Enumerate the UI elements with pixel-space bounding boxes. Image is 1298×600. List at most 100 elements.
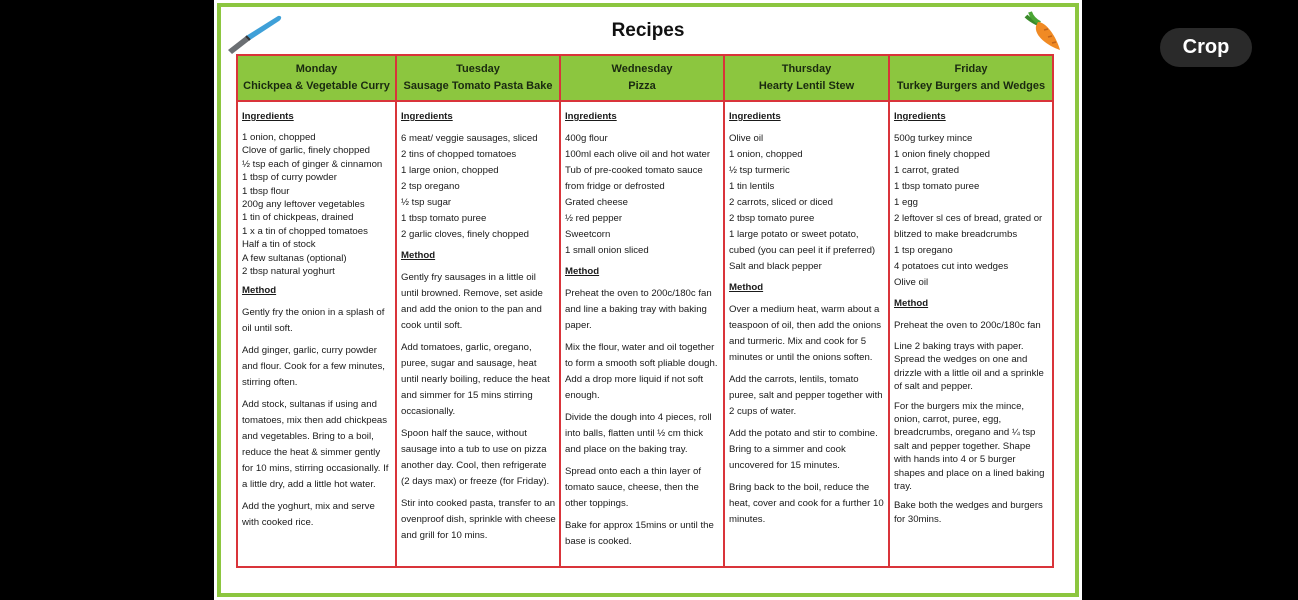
ingredients-heading: Ingredients bbox=[894, 111, 946, 122]
list-item: 1 tbsp tomato puree bbox=[894, 181, 980, 192]
ingredients-heading: Ingredients bbox=[565, 111, 617, 122]
crop-button[interactable]: Crop bbox=[1160, 28, 1252, 67]
list-item: 1 tbsp tomato puree bbox=[401, 213, 487, 224]
method-step: Add ginger, garlic, curry powder and flo… bbox=[242, 345, 385, 389]
list-item: 100ml each olive oil and hot water bbox=[565, 149, 711, 160]
list-item: ½ tsp turmeric bbox=[729, 165, 790, 176]
day-name: Wednesday bbox=[611, 63, 673, 75]
column-header: Tuesday Sausage Tomato Pasta Bake bbox=[397, 56, 559, 102]
method-step: Preheat the oven to 200c/180c fan and li… bbox=[565, 288, 712, 331]
carrot-icon bbox=[1024, 11, 1060, 50]
method-step: Over a medium heat, warm about a teaspoo… bbox=[729, 304, 882, 363]
recipe-name: Chickpea & Vegetable Curry bbox=[243, 80, 390, 92]
ingredients-list: 6 meat/ veggie sausages, sliced 2 tins o… bbox=[401, 131, 556, 243]
method-step: Add the carrots, lentils, tomato puree, … bbox=[729, 374, 883, 417]
method-step: Bake for approx 15mins or until the base… bbox=[565, 520, 714, 547]
list-item: 1 onion finely chopped bbox=[894, 149, 991, 160]
column-header: Friday Turkey Burgers and Wedges bbox=[890, 56, 1052, 102]
method-heading: Method bbox=[401, 250, 436, 261]
page-title: Recipes bbox=[611, 20, 685, 41]
list-item: 2 tbsp natural yoghurt bbox=[242, 266, 335, 278]
column-header: Monday Chickpea & Vegetable Curry bbox=[238, 56, 395, 102]
day-name: Monday bbox=[295, 63, 338, 75]
day-column-monday: Monday Chickpea & Vegetable Curry Ingred… bbox=[238, 56, 397, 566]
list-item: Half a tin of stock bbox=[242, 239, 316, 251]
list-item: 1 large onion, chopped bbox=[401, 165, 499, 176]
method-step: Mix the flour, water and oil together to… bbox=[565, 342, 718, 401]
method-heading: Method bbox=[729, 282, 764, 293]
recipe-table: Monday Chickpea & Vegetable Curry Ingred… bbox=[236, 54, 1054, 568]
list-item: ½ tsp each of ginger & cinnamon bbox=[242, 158, 383, 170]
list-item: 2 tbsp tomato puree bbox=[729, 213, 815, 224]
list-item: ½ tsp sugar bbox=[401, 197, 452, 208]
method-step: Add stock, sultanas if using and tomatoe… bbox=[242, 399, 389, 491]
column-header: Thursday Hearty Lentil Stew bbox=[725, 56, 888, 102]
day-name: Tuesday bbox=[456, 63, 500, 75]
list-item: 2 garlic cloves, finely chopped bbox=[401, 229, 529, 240]
method-step: Spread onto each a thin layer of tomato … bbox=[565, 466, 702, 509]
ingredients-heading: Ingredients bbox=[729, 111, 781, 122]
list-item: 500g turkey mince bbox=[894, 133, 973, 144]
list-item: Grated cheese bbox=[565, 197, 628, 208]
list-item: 1 tbsp flour bbox=[242, 185, 290, 197]
list-item: Olive oil bbox=[894, 277, 929, 288]
list-item: 1 tbsp of curry powder bbox=[242, 172, 337, 184]
recipe-name: Pizza bbox=[628, 80, 656, 92]
list-item: 4 potatoes cut into wedges bbox=[894, 261, 1009, 272]
method-heading: Method bbox=[242, 285, 277, 297]
list-item: 200g any leftover vegetables bbox=[242, 199, 365, 211]
method-step: Spoon half the sauce, without sausage in… bbox=[401, 428, 550, 487]
list-item: 1 carrot, grated bbox=[894, 165, 960, 176]
method-step: Add the potato and stir to combine. Brin… bbox=[729, 428, 878, 471]
list-item: 6 meat/ veggie sausages, sliced bbox=[401, 133, 538, 144]
list-item: 1 tin lentils bbox=[729, 181, 775, 192]
column-body: Ingredients 6 meat/ veggie sausages, sli… bbox=[397, 102, 559, 550]
list-item: 1 x a tin of chopped tomatoes bbox=[242, 225, 368, 237]
day-column-thursday: Thursday Hearty Lentil Stew Ingredients … bbox=[725, 56, 890, 566]
column-body: Ingredients Olive oil 1 onion, chopped ½… bbox=[725, 102, 888, 534]
list-item: Tub of pre-cooked tomato sauce from frid… bbox=[565, 165, 703, 192]
day-column-friday: Friday Turkey Burgers and Wedges Ingredi… bbox=[890, 56, 1052, 566]
list-item: 400g flour bbox=[565, 133, 608, 144]
list-item: Clove of garlic, finely chopped bbox=[242, 145, 370, 157]
method-step: Add the yoghurt, mix and serve with cook… bbox=[242, 501, 375, 529]
list-item: 1 egg bbox=[894, 197, 919, 208]
recipe-sheet: Recipes Monday Chickpea & Vegetable Curr… bbox=[214, 0, 1082, 600]
method-step: Preheat the oven to 200c/180c fan bbox=[894, 320, 1041, 331]
list-item: 2 tins of chopped tomatoes bbox=[401, 149, 517, 160]
recipe-name: Sausage Tomato Pasta Bake bbox=[403, 80, 553, 92]
ingredients-heading: Ingredients bbox=[401, 111, 453, 122]
list-item: ½ red pepper bbox=[565, 213, 623, 224]
method-heading: Method bbox=[565, 266, 600, 277]
method-step: Line 2 baking trays with paper. Spread t… bbox=[894, 341, 1044, 393]
column-body: Ingredients 1 onion, chopped Clove of ga… bbox=[238, 102, 395, 537]
column-body: Ingredients 500g turkey mince 1 onion fi… bbox=[890, 102, 1052, 532]
list-item: 1 large potato or sweet potato, cubed (y… bbox=[729, 229, 876, 256]
list-item: 1 small onion sliced bbox=[565, 245, 649, 256]
list-item: 2 leftover sl ces of bread, grated or bl… bbox=[894, 213, 1043, 240]
day-name: Thursday bbox=[781, 63, 832, 75]
list-item: Salt and black pepper bbox=[729, 261, 822, 272]
method-step: For the burgers mix the mince, onion, ca… bbox=[894, 400, 1045, 493]
column-header: Wednesday Pizza bbox=[561, 56, 723, 102]
list-item: 1 tsp oregano bbox=[894, 245, 953, 256]
day-name: Friday bbox=[954, 63, 988, 75]
list-item: Sweetcorn bbox=[565, 229, 611, 240]
list-item: Olive oil bbox=[729, 133, 764, 144]
method-step: Gently fry the onion in a splash of oil … bbox=[242, 307, 385, 335]
ingredients-list: 1 onion, chopped Clove of garlic, finely… bbox=[242, 131, 392, 278]
method-step: Bring back to the boil, reduce the heat,… bbox=[729, 482, 884, 525]
method-step: Add tomatoes, garlic, oregano, puree, su… bbox=[401, 342, 550, 417]
list-item: 1 tin of chickpeas, drained bbox=[242, 212, 354, 224]
list-item: 2 carrots, sliced or diced bbox=[729, 197, 833, 208]
ingredients-list: 400g flour 100ml each olive oil and hot … bbox=[565, 131, 720, 259]
ingredients-heading: Ingredients bbox=[242, 111, 294, 122]
method-step: Stir into cooked pasta, transfer to an o… bbox=[401, 498, 556, 541]
ingredients-list: 500g turkey mince 1 onion finely chopped… bbox=[894, 131, 1049, 291]
method-heading: Method bbox=[894, 298, 929, 309]
list-item: 1 onion, chopped bbox=[729, 149, 803, 160]
column-body: Ingredients 400g flour 100ml each olive … bbox=[561, 102, 723, 556]
list-item: 1 onion, chopped bbox=[242, 132, 316, 143]
method-step: Bake both the wedges and burgers for 30m… bbox=[894, 500, 1043, 525]
knife-icon bbox=[228, 15, 282, 54]
